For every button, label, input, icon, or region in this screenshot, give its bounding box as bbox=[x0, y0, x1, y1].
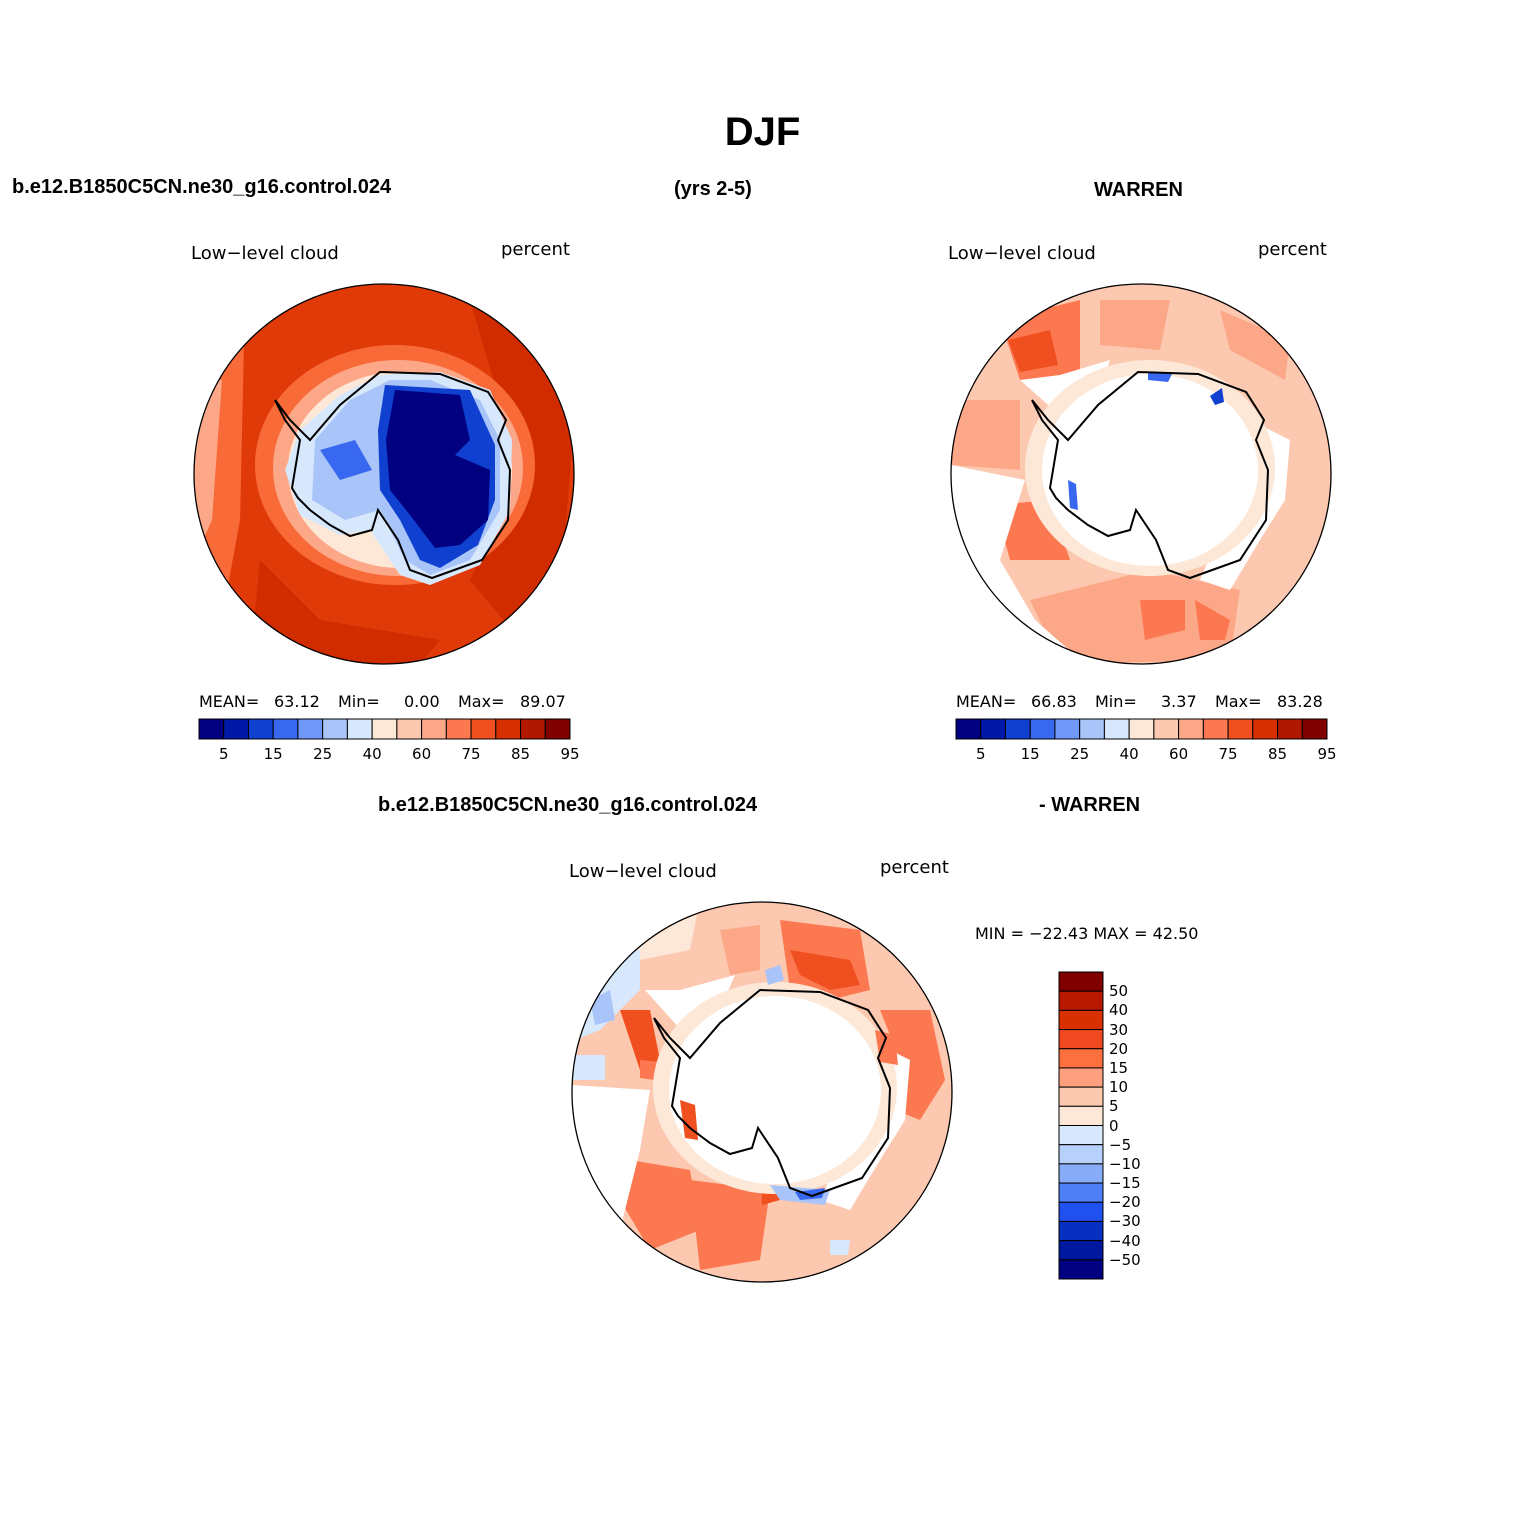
diff-colorbar-tick-label: −5 bbox=[1109, 1135, 1132, 1154]
diff-colorbar-tick-label: 40 bbox=[1109, 1001, 1129, 1020]
diff-colorbar-tick-label: 0 bbox=[1109, 1116, 1119, 1135]
obs-min-label: Min= bbox=[1095, 692, 1137, 711]
diff-coastline bbox=[653, 988, 892, 1198]
obs-colorbar-box bbox=[1301, 718, 1328, 740]
obs-max-label: Max= bbox=[1215, 692, 1262, 711]
obs-colorbar-tick-label: 85 bbox=[1267, 745, 1288, 763]
diff-colorbar-box bbox=[1058, 1163, 1104, 1184]
diff-colorbar-tick-label: −50 bbox=[1109, 1250, 1141, 1269]
diff-colorbar-tick-label: 20 bbox=[1109, 1039, 1129, 1058]
figure-title: DJF bbox=[724, 110, 801, 154]
diff-colorbar-box bbox=[1058, 1201, 1104, 1222]
model-min-label: Min= bbox=[338, 692, 380, 711]
obs-colorbar bbox=[955, 718, 1328, 740]
diff-colorbar-box bbox=[1058, 1259, 1104, 1280]
diff-colorbar bbox=[1058, 971, 1104, 1280]
diff-colorbar-box bbox=[1058, 1029, 1104, 1050]
diff-colorbar-box bbox=[1058, 1220, 1104, 1242]
diff-colorbar-box bbox=[1058, 1144, 1104, 1165]
diff-colorbar-box bbox=[1058, 1067, 1104, 1088]
model-min-value: 0.00 bbox=[404, 692, 440, 711]
model-colorbar-tick-label: 75 bbox=[461, 745, 481, 763]
diff-colorbar-box bbox=[1058, 1009, 1104, 1031]
obs-mean-label: MEAN= bbox=[956, 692, 1017, 711]
obs-colorbar-tick-label: 40 bbox=[1119, 745, 1139, 763]
model-plateau-minimum bbox=[386, 390, 490, 548]
diff-case-name-header: b.e12.B1850C5CN.ne30_g16.control.024 bbox=[378, 794, 758, 816]
diff-colorbar-tick-label: −30 bbox=[1109, 1212, 1141, 1231]
diff-colorbar-tick-label: −40 bbox=[1109, 1231, 1141, 1250]
model-colorbar-tick-label: 40 bbox=[362, 745, 382, 763]
model-coastline bbox=[274, 370, 512, 580]
obs-coastline bbox=[1031, 370, 1270, 580]
obs-min-value: 3.37 bbox=[1161, 692, 1197, 711]
diff-colorbar-box bbox=[1058, 1240, 1104, 1261]
model-colorbar-tick-label: 60 bbox=[412, 745, 432, 763]
diff-minmax-label: MIN = −22.43 MAX = 42.50 bbox=[975, 924, 1199, 943]
diff-colorbar-tick-label: 50 bbox=[1109, 982, 1129, 1001]
diff-colorbar-box bbox=[1058, 1182, 1104, 1203]
diff-colorbar-box bbox=[1058, 990, 1104, 1011]
diff-colorbar-tick-label: −20 bbox=[1109, 1193, 1141, 1212]
model-colorbar-tick-label: 25 bbox=[313, 745, 333, 763]
diff-colorbar-box bbox=[1058, 1125, 1104, 1146]
diff-colorbar-box bbox=[1058, 1105, 1104, 1126]
diff-colorbar-tick-label: 30 bbox=[1109, 1020, 1129, 1039]
model-max-value: 89.07 bbox=[520, 692, 566, 711]
obs-variable-label: Low−level cloud bbox=[948, 243, 1096, 264]
diff-variable-label: Low−level cloud bbox=[569, 861, 717, 882]
diff-obs-name-header: - WARREN bbox=[1039, 794, 1141, 816]
model-colorbar-box bbox=[544, 718, 571, 740]
obs-colorbar-tick-label: 5 bbox=[975, 745, 986, 763]
obs-colorbar-tick-label: 60 bbox=[1169, 745, 1189, 763]
diff-colorbar-box bbox=[1058, 971, 1104, 992]
diff-colorbar-box bbox=[1058, 1086, 1104, 1107]
obs-mean-value: 66.83 bbox=[1031, 692, 1077, 711]
obs-colorbar-tick-label: 95 bbox=[1317, 745, 1337, 763]
model-mean-label: MEAN= bbox=[199, 692, 260, 711]
obs-colorbar-tick-label: 75 bbox=[1218, 745, 1238, 763]
model-variable-label: Low−level cloud bbox=[191, 243, 339, 264]
diff-units-label: percent bbox=[880, 857, 949, 878]
model-max-label: Max= bbox=[458, 692, 505, 711]
model-colorbar-tick-label: 5 bbox=[218, 745, 229, 763]
diff-colorbar-tick-label: −15 bbox=[1109, 1174, 1141, 1193]
obs-colorbar-tick-label: 15 bbox=[1020, 745, 1040, 763]
case-name-header: b.e12.B1850C5CN.ne30_g16.control.024 bbox=[12, 176, 392, 198]
obs-colorbar-tick-label: 25 bbox=[1070, 745, 1090, 763]
model-units-label: percent bbox=[501, 239, 570, 260]
obs-units-label: percent bbox=[1258, 239, 1327, 260]
diff-colorbar-tick-label: −10 bbox=[1109, 1154, 1141, 1173]
model-mean-value: 63.12 bbox=[274, 692, 320, 711]
model-colorbar bbox=[198, 718, 571, 740]
model-colorbar-tick-label: 15 bbox=[263, 745, 283, 763]
model-colorbar-tick-label: 95 bbox=[560, 745, 580, 763]
obs-name-header: WARREN bbox=[1094, 179, 1183, 201]
diff-colorbar-tick-label: 10 bbox=[1109, 1078, 1129, 1097]
diff-colorbar-tick-label: 15 bbox=[1109, 1058, 1129, 1077]
model-colorbar-tick-label: 85 bbox=[510, 745, 531, 763]
years-header: (yrs 2-5) bbox=[674, 178, 752, 200]
diff-colorbar-box bbox=[1058, 1048, 1104, 1069]
obs-max-value: 83.28 bbox=[1277, 692, 1323, 711]
diff-colorbar-tick-label: 5 bbox=[1109, 1097, 1119, 1116]
